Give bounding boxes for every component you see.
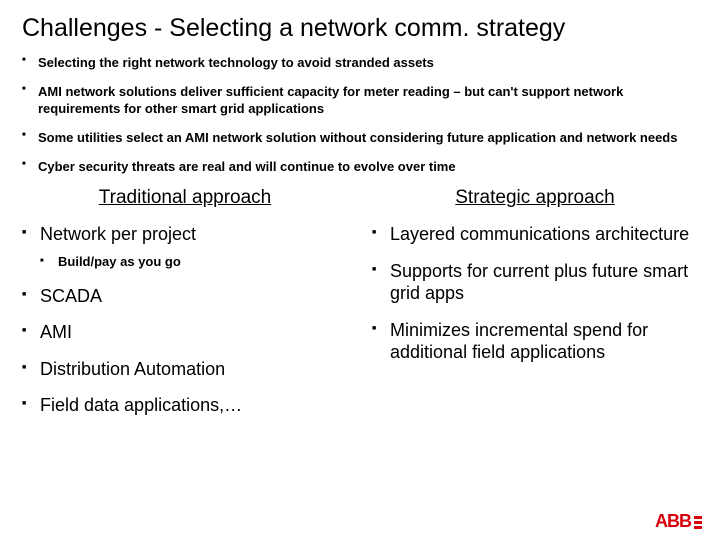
- left-column: Traditional approach Network per project…: [22, 187, 348, 430]
- top-bullet: Cyber security threats are real and will…: [22, 159, 698, 176]
- right-column: Strategic approach Layered communication…: [372, 187, 698, 430]
- logo-text: ABB: [655, 512, 691, 530]
- abb-logo: ABB: [655, 512, 702, 530]
- top-bullet-list: Selecting the right network technology t…: [22, 55, 698, 175]
- left-bullet-list: Network per project Build/pay as you go …: [22, 223, 348, 416]
- left-column-heading: Traditional approach: [22, 187, 348, 209]
- right-bullet-list: Layered communications architecture Supp…: [372, 223, 698, 364]
- top-bullet: Selecting the right network technology t…: [22, 55, 698, 72]
- right-column-heading: Strategic approach: [372, 187, 698, 209]
- top-bullet: Some utilities select an AMI network sol…: [22, 130, 698, 147]
- left-bullet: Network per project Build/pay as you go: [22, 223, 348, 270]
- top-bullet: AMI network solutions deliver sufficient…: [22, 84, 698, 118]
- right-bullet: Supports for current plus future smart g…: [372, 260, 698, 305]
- slide: Challenges - Selecting a network comm. s…: [0, 0, 720, 441]
- sub-bullet: Build/pay as you go: [40, 254, 348, 271]
- logo-stripes-icon: [694, 516, 702, 529]
- left-bullet: Field data applications,…: [22, 394, 348, 417]
- right-bullet: Minimizes incremental spend for addition…: [372, 319, 698, 364]
- bullet-text: Network per project: [40, 224, 196, 244]
- right-bullet: Layered communications architecture: [372, 223, 698, 246]
- left-bullet: Distribution Automation: [22, 358, 348, 381]
- slide-title: Challenges - Selecting a network comm. s…: [22, 14, 698, 43]
- columns-container: Traditional approach Network per project…: [22, 187, 698, 430]
- left-bullet: SCADA: [22, 285, 348, 308]
- sub-bullet-list: Build/pay as you go: [40, 254, 348, 271]
- left-bullet: AMI: [22, 321, 348, 344]
